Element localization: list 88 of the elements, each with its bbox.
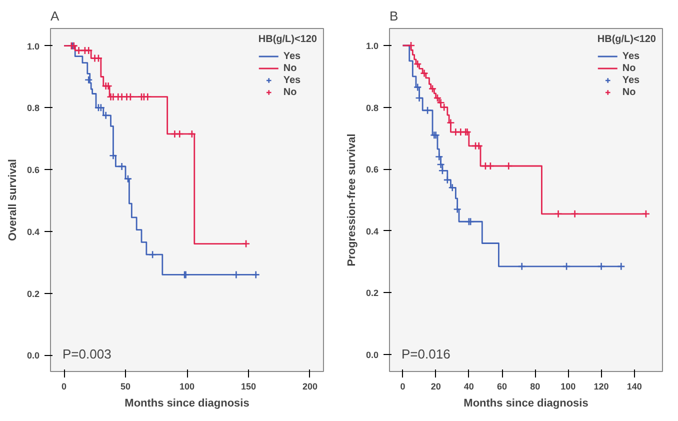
y-tick-label: 0.6 [26, 165, 40, 176]
point [102, 111, 110, 120]
point [456, 128, 465, 136]
x-tick-label: 20 [430, 382, 441, 392]
legend-label: Yes [622, 74, 641, 86]
y-tick-label: 0.4 [366, 226, 379, 236]
point [124, 174, 132, 183]
annotation: P=0.016 [402, 346, 450, 362]
point [406, 41, 416, 50]
point [104, 82, 112, 90]
y-tick-label: 0.2 [26, 288, 40, 299]
point [413, 83, 422, 92]
point [597, 262, 606, 271]
point [118, 92, 126, 102]
y-tick-label: 0.4 [26, 226, 40, 237]
point [436, 160, 445, 169]
point [109, 151, 118, 160]
point [175, 130, 184, 138]
legend-label: Yes [622, 50, 641, 62]
point [504, 162, 513, 170]
x-tick-label: 50 [120, 382, 131, 392]
point [438, 166, 447, 175]
legend-label: No [283, 62, 298, 74]
point [433, 94, 442, 102]
chart-title: A [50, 8, 60, 24]
x-tick-label: 0 [400, 382, 406, 392]
y-tick-label: 0.8 [366, 102, 379, 113]
legend-label: Yes [283, 74, 302, 86]
point [443, 176, 452, 184]
point [242, 240, 250, 248]
point [423, 106, 432, 115]
point [170, 130, 179, 138]
point [232, 270, 240, 279]
y-tick-label: 0.0 [26, 350, 40, 361]
x-axis-title: Months since diagnosis [464, 398, 588, 410]
point [453, 205, 462, 214]
point [570, 210, 579, 218]
point [434, 152, 444, 161]
point [118, 162, 126, 171]
x-tick-label: 60 [497, 382, 508, 392]
point [481, 162, 490, 170]
x-tick-label: 140 [626, 382, 642, 392]
point [446, 118, 455, 127]
point [486, 162, 495, 170]
y-tick-label: 1.0 [26, 41, 40, 52]
annotation: P=0.003 [62, 346, 112, 362]
y-axis-title: Progression-free survival [346, 134, 358, 266]
y-axis-title: Overall survival [6, 159, 19, 241]
legend-title: HB(g/L)<120 [258, 34, 317, 45]
point [616, 262, 626, 271]
x-tick-label: 0 [62, 382, 67, 392]
x-tick-label: 40 [464, 382, 474, 392]
point [562, 262, 571, 271]
chart-title: B [390, 8, 398, 24]
point [413, 60, 422, 68]
point [461, 128, 470, 136]
legend-label: No [622, 86, 637, 98]
point [518, 262, 526, 271]
x-tick-label: 100 [560, 382, 576, 392]
legend-label: No [622, 62, 637, 74]
point [420, 69, 428, 78]
point [188, 130, 196, 138]
x-tick-label: 120 [594, 382, 609, 392]
point [74, 46, 83, 55]
x-tick-label: 100 [179, 382, 195, 392]
point [436, 98, 445, 107]
point [642, 210, 650, 218]
legend-label: No [283, 86, 298, 98]
legend-label: Yes [283, 50, 302, 62]
y-tick-label: 0.6 [366, 164, 379, 175]
point [554, 210, 562, 218]
point [452, 128, 460, 136]
x-tick-label: 150 [240, 382, 256, 392]
point [84, 76, 93, 84]
y-tick-label: 1.0 [366, 40, 379, 51]
x-tick-label: 200 [302, 382, 318, 392]
point [440, 103, 448, 112]
point [96, 104, 106, 112]
point [148, 250, 157, 259]
y-tick-label: 0.0 [366, 350, 379, 360]
y-tick-label: 0.8 [26, 103, 40, 114]
legend-title: HB(g/L)<120 [597, 34, 656, 45]
y-tick-label: 0.2 [366, 288, 379, 298]
point [428, 84, 437, 93]
point [463, 128, 472, 136]
x-axis-title: Months since diagnosis [124, 398, 250, 410]
x-tick-label: 80 [530, 382, 540, 392]
point [415, 94, 424, 102]
